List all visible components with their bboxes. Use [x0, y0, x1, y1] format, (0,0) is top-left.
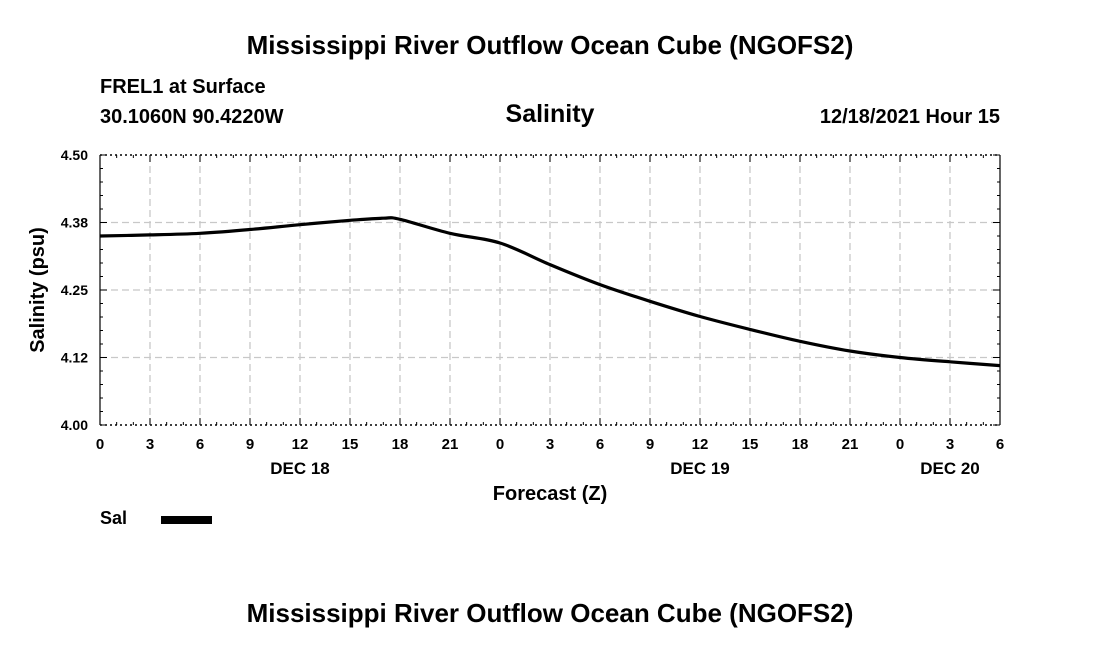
- x-tick-label: 21: [442, 436, 459, 453]
- x-tick-label: 0: [96, 436, 104, 453]
- y-tick-label: 4.00: [61, 417, 88, 433]
- chart-title: Salinity: [505, 100, 595, 128]
- main-title: Mississippi River Outflow Ocean Cube (NG…: [246, 30, 854, 60]
- date-label: DEC 19: [670, 459, 730, 478]
- date-label: DEC 18: [270, 459, 330, 478]
- x-tick-label: 18: [392, 436, 409, 453]
- x-tick-label: 18: [792, 436, 809, 453]
- salinity-chart: 0 3 6 9 12 15 18 21 0 3 6 9 12 15 18 21 0 3 6 4.00 4.12 4.25 4…: [27, 147, 1004, 505]
- y-tick-label: 4.38: [61, 215, 88, 231]
- y-tick-label: 4.25: [61, 282, 88, 298]
- station-coordinates: 30.1060N 90.4220W: [100, 106, 284, 128]
- series-line-sal: [99, 216, 1001, 368]
- x-tick-label: 6: [196, 436, 204, 453]
- x-tick-label: 3: [946, 436, 954, 453]
- x-tick-label: 0: [496, 436, 504, 453]
- x-tick-label: 3: [546, 436, 554, 453]
- date-label: DEC 20: [920, 459, 980, 478]
- x-tick-label: 9: [246, 436, 254, 453]
- x-tick-label: 21: [842, 436, 859, 453]
- x-tick-label: 15: [342, 436, 359, 453]
- x-tick-label: 12: [292, 436, 309, 453]
- forecast-timestamp: 12/18/2021 Hour 15: [819, 106, 1000, 128]
- axes: 0 3 6 9 12 15 18 21 0 3 6 9 12 15 18 21 0 3 6 4.00 4.12 4.25 4…: [61, 147, 1004, 478]
- x-axis-label: Forecast (Z): [493, 483, 607, 505]
- y-tick-label: 4.50: [61, 147, 88, 163]
- legend-line-swatch: [161, 516, 212, 524]
- footer-title: Mississippi River Outflow Ocean Cube (NG…: [246, 598, 854, 628]
- x-tick-label: 9: [646, 436, 654, 453]
- x-tick-label: 6: [996, 436, 1004, 453]
- y-axis-label: Salinity (psu): [27, 227, 49, 353]
- y-tick-label: 4.12: [61, 350, 88, 366]
- x-tick-label: 3: [146, 436, 154, 453]
- x-tick-label: 15: [742, 436, 759, 453]
- station-label: FREL1 at Surface: [100, 76, 266, 98]
- x-tick-label: 6: [596, 436, 604, 453]
- series-layer: [99, 216, 1001, 368]
- x-tick-label: 12: [692, 436, 709, 453]
- x-tick-label: 0: [896, 436, 904, 453]
- grid: [100, 155, 1000, 425]
- legend-label: Sal: [100, 508, 128, 528]
